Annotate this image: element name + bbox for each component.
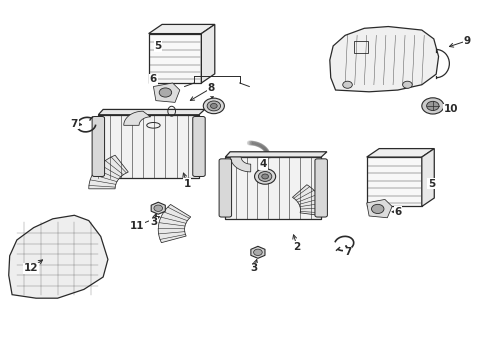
FancyBboxPatch shape (192, 117, 205, 176)
Polygon shape (98, 109, 204, 115)
Text: 9: 9 (463, 36, 470, 46)
Circle shape (253, 249, 262, 256)
Text: 12: 12 (24, 263, 39, 273)
Circle shape (426, 101, 438, 111)
Text: 4: 4 (207, 85, 214, 95)
Polygon shape (366, 157, 421, 207)
Text: 6: 6 (393, 207, 401, 217)
FancyBboxPatch shape (314, 159, 327, 217)
Text: 7: 7 (343, 247, 350, 257)
Text: 6: 6 (149, 75, 157, 85)
Polygon shape (89, 155, 128, 189)
Circle shape (261, 174, 268, 179)
Polygon shape (230, 157, 250, 172)
Polygon shape (329, 27, 438, 92)
Text: 11: 11 (129, 221, 143, 231)
FancyBboxPatch shape (225, 157, 321, 219)
Polygon shape (250, 246, 264, 258)
Polygon shape (148, 33, 201, 83)
Polygon shape (225, 152, 326, 157)
FancyBboxPatch shape (219, 159, 231, 217)
Polygon shape (123, 111, 150, 125)
Circle shape (258, 171, 271, 181)
Circle shape (421, 98, 443, 114)
Text: 3: 3 (149, 217, 157, 227)
Polygon shape (421, 149, 433, 207)
Circle shape (371, 204, 383, 213)
Polygon shape (366, 199, 391, 218)
Text: 4: 4 (260, 159, 267, 169)
Polygon shape (9, 215, 108, 298)
Circle shape (203, 98, 224, 114)
Polygon shape (201, 24, 214, 83)
Text: 3: 3 (250, 263, 257, 273)
Text: 2: 2 (293, 242, 300, 252)
Text: 1: 1 (183, 179, 190, 189)
Text: 8: 8 (207, 83, 214, 93)
Circle shape (402, 81, 411, 88)
Text: 7: 7 (71, 118, 78, 129)
Circle shape (210, 103, 217, 108)
Polygon shape (366, 149, 433, 157)
Polygon shape (292, 185, 322, 216)
Circle shape (254, 169, 275, 184)
Circle shape (342, 81, 351, 88)
Polygon shape (148, 24, 214, 33)
Text: 10: 10 (443, 104, 457, 114)
Circle shape (207, 101, 220, 111)
Circle shape (159, 88, 171, 97)
Polygon shape (158, 204, 190, 243)
FancyBboxPatch shape (98, 115, 199, 178)
Polygon shape (151, 202, 165, 214)
Text: 5: 5 (154, 41, 162, 51)
Text: 5: 5 (427, 179, 434, 189)
Polygon shape (153, 83, 180, 102)
FancyBboxPatch shape (92, 117, 104, 176)
Circle shape (154, 205, 162, 211)
